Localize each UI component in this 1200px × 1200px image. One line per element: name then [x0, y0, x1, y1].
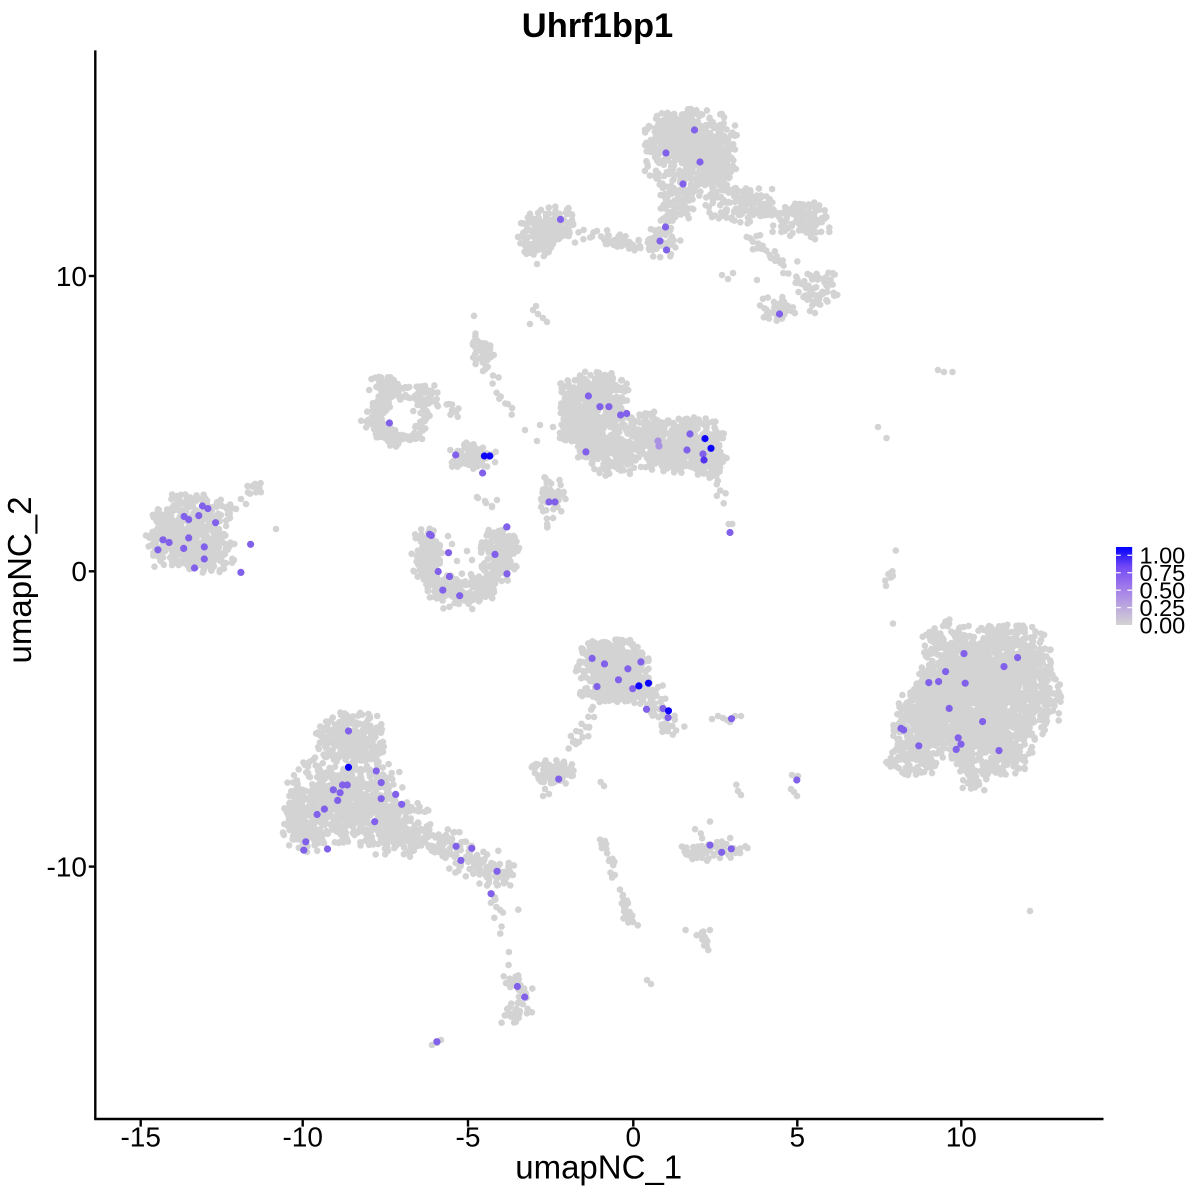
svg-text:0: 0 [626, 1122, 642, 1153]
svg-text:-15: -15 [120, 1122, 160, 1153]
svg-text:0.75: 0.75 [1140, 560, 1186, 586]
svg-text:-10: -10 [282, 1122, 322, 1153]
svg-text:1.00: 1.00 [1140, 543, 1186, 569]
svg-text:umapNC_1: umapNC_1 [515, 1149, 682, 1186]
svg-text:-10: -10 [47, 851, 87, 882]
svg-text:0.50: 0.50 [1140, 577, 1186, 603]
svg-text:10: 10 [56, 261, 87, 292]
svg-text:0.00: 0.00 [1140, 612, 1186, 638]
svg-text:0: 0 [71, 556, 87, 587]
svg-text:-5: -5 [456, 1122, 481, 1153]
svg-text:0.25: 0.25 [1140, 595, 1186, 621]
svg-text:Uhrf1bp1: Uhrf1bp1 [522, 7, 673, 45]
svg-text:5: 5 [790, 1122, 806, 1153]
svg-text:10: 10 [946, 1122, 977, 1153]
svg-text:umapNC_2: umapNC_2 [1, 497, 38, 664]
